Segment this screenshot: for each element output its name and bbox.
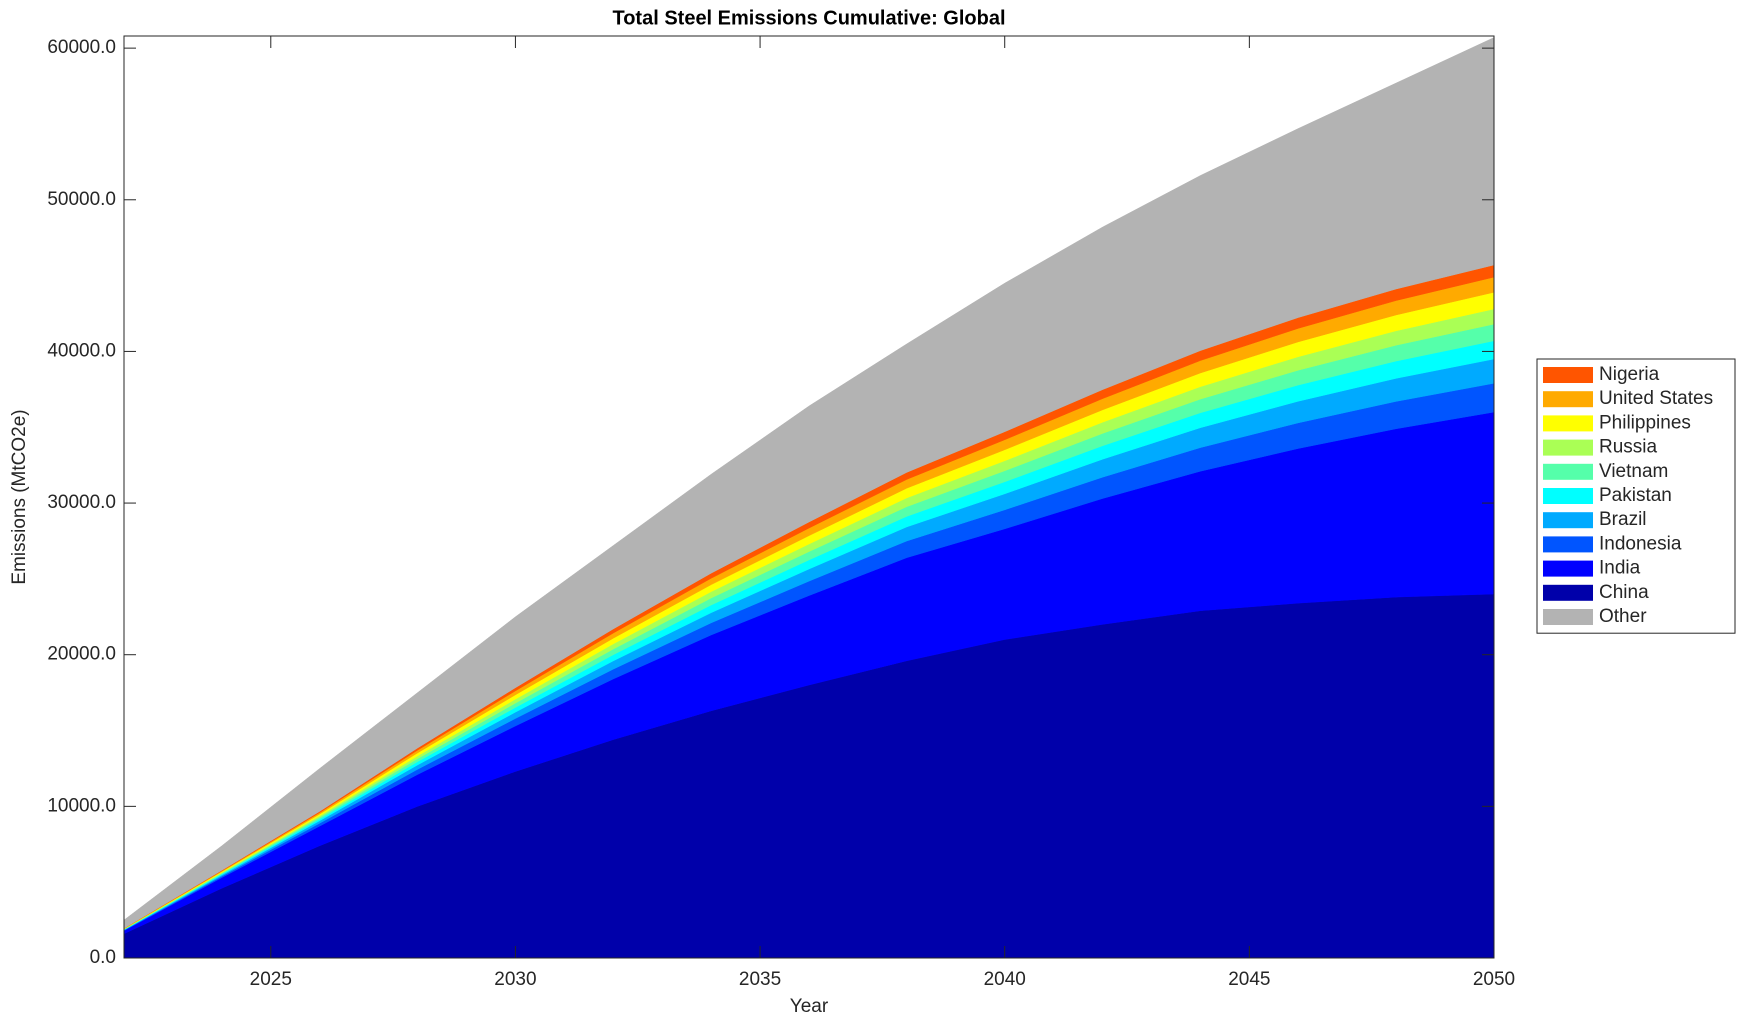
legend-label: Philippines xyxy=(1599,412,1691,433)
x-axis-label: Year xyxy=(790,996,829,1017)
x-tick-label: 2025 xyxy=(250,969,292,990)
y-tick-label: 30000.0 xyxy=(47,492,116,513)
x-tick-label: 2045 xyxy=(1228,969,1270,990)
legend-label: Pakistan xyxy=(1599,485,1672,506)
legend-swatch xyxy=(1543,536,1593,553)
legend-label: Brazil xyxy=(1599,509,1647,530)
legend-label: China xyxy=(1599,582,1649,603)
x-tick-label: 2050 xyxy=(1473,969,1515,990)
legend-swatch xyxy=(1543,367,1593,383)
legend-swatch xyxy=(1543,512,1593,529)
legend-label: India xyxy=(1599,558,1641,579)
y-tick-label: 40000.0 xyxy=(47,340,116,361)
legend-label: Vietnam xyxy=(1599,461,1668,482)
legend-swatch xyxy=(1543,439,1593,456)
chart-title: Total Steel Emissions Cumulative: Global xyxy=(612,7,1005,29)
y-tick-label: 20000.0 xyxy=(47,644,116,665)
y-tick-label: 0.0 xyxy=(90,947,116,968)
x-tick-label: 2035 xyxy=(739,969,781,990)
y-axis-label: Emissions (MtCO2e) xyxy=(9,409,30,584)
plot-frame xyxy=(123,35,1495,959)
y-tick-label: 60000.0 xyxy=(47,37,116,58)
legend-label: Nigeria xyxy=(1599,364,1660,385)
legend-label: Other xyxy=(1599,606,1647,627)
legend-swatch xyxy=(1543,415,1593,432)
legend-label: Russia xyxy=(1599,437,1658,458)
legend-swatch xyxy=(1543,609,1593,625)
legend-swatch xyxy=(1543,391,1593,408)
legend-label: Indonesia xyxy=(1599,533,1682,554)
legend-label: United States xyxy=(1599,388,1713,409)
x-tick-label: 2040 xyxy=(984,969,1026,990)
legend-swatch xyxy=(1543,560,1593,577)
legend-swatch xyxy=(1543,584,1593,601)
y-tick-label: 10000.0 xyxy=(47,795,116,816)
y-tick-label: 50000.0 xyxy=(47,189,116,210)
legend-swatch xyxy=(1543,463,1593,480)
legend-swatch xyxy=(1543,488,1593,504)
x-tick-label: 2030 xyxy=(494,969,536,990)
